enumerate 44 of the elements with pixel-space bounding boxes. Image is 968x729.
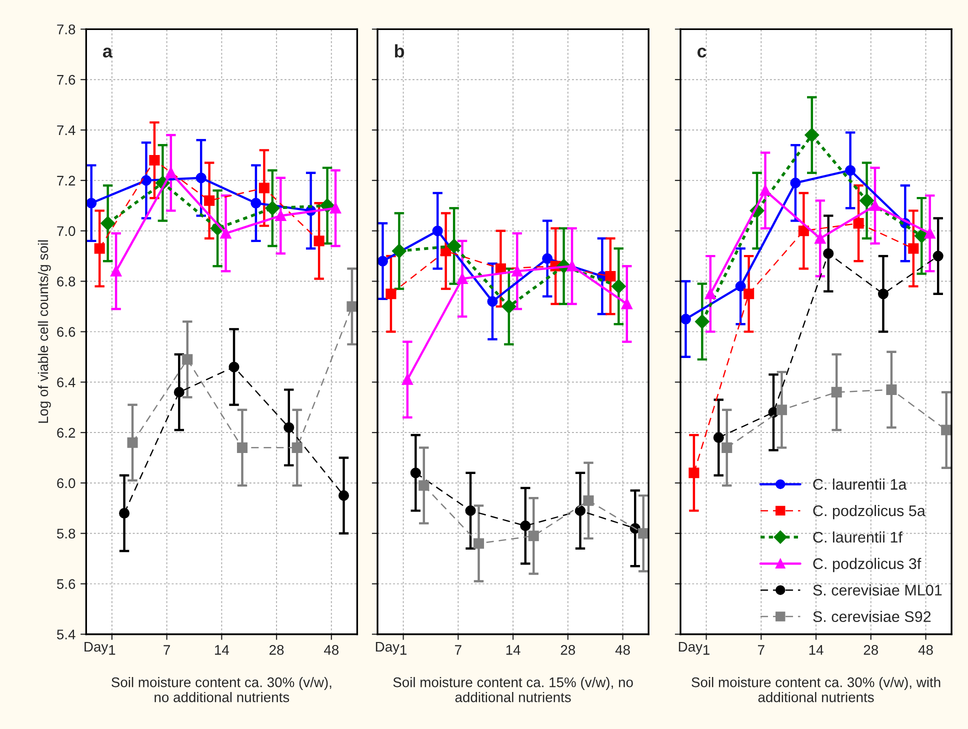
text: Day: [376, 642, 400, 654]
x-tick-label: 7: [164, 645, 170, 655]
y-tick-label: 6.0: [57, 478, 76, 488]
y-tick-label: 7.0: [57, 226, 76, 236]
x-tick-label: 14: [809, 645, 824, 655]
x-tick-label: 48: [615, 645, 630, 655]
annotation: c: [697, 48, 706, 58]
y-tick-label: 5.6: [56, 579, 76, 589]
legend-label: S. cerevisiae ML01: [813, 584, 942, 596]
x-tick-label: 28: [560, 645, 576, 655]
x-tick-label: 7: [758, 645, 764, 655]
y-tick-label: 7.8: [57, 24, 76, 34]
x-tick-label: 7: [455, 645, 462, 655]
x-tick-label: 1: [703, 645, 710, 655]
y-tick-label: 6.2: [57, 428, 76, 438]
annotation: a: [102, 48, 113, 58]
x-axis-title: Soil moisture content ca. 30% (v/w), with additional nutrients: [692, 677, 940, 702]
text: Day: [678, 642, 702, 654]
legend-label: C. podzolicus 5a: [813, 504, 926, 520]
x-tick-label: 48: [918, 645, 933, 655]
y-tick-label: 7.2: [57, 176, 76, 186]
legend-label: C. laurentii 1f: [813, 531, 902, 543]
x-tick-label: 48: [324, 645, 339, 655]
annotation: b: [394, 44, 404, 58]
y-tick-label: 7.4: [57, 125, 76, 136]
x-tick-label: 28: [864, 645, 878, 655]
y-tick-label: 5.4: [56, 630, 76, 640]
legend-label: S. cerevisiae S92: [813, 610, 931, 622]
x-tick-label: 14: [215, 645, 229, 655]
legend-label: C. podzolicus 3f: [813, 558, 922, 572]
legend-label: C. laurentii 1a: [813, 478, 907, 490]
x-axis-title: Soil moisture content ca. 15% (v/w), no additional nutrients: [393, 677, 633, 702]
text: Day: [84, 642, 108, 654]
y-tick-label: 6.4: [57, 377, 76, 388]
y-axis-title: Log of viable cell counts/g soil: [38, 240, 51, 423]
y-tick-label: 5.8: [56, 528, 76, 539]
y-tick-label: 7.6: [57, 74, 76, 85]
x-tick-label: 14: [506, 645, 520, 655]
x-tick-label: 1: [400, 645, 406, 655]
x-axis-title: Soil moisture content ca. 30% (v/w), no additional nutrients: [112, 677, 332, 702]
y-tick-label: 6.8: [57, 276, 76, 286]
x-tick-label: 1: [109, 645, 116, 655]
y-tick-label: 6.6: [57, 327, 76, 337]
x-tick-label: 28: [270, 645, 284, 655]
